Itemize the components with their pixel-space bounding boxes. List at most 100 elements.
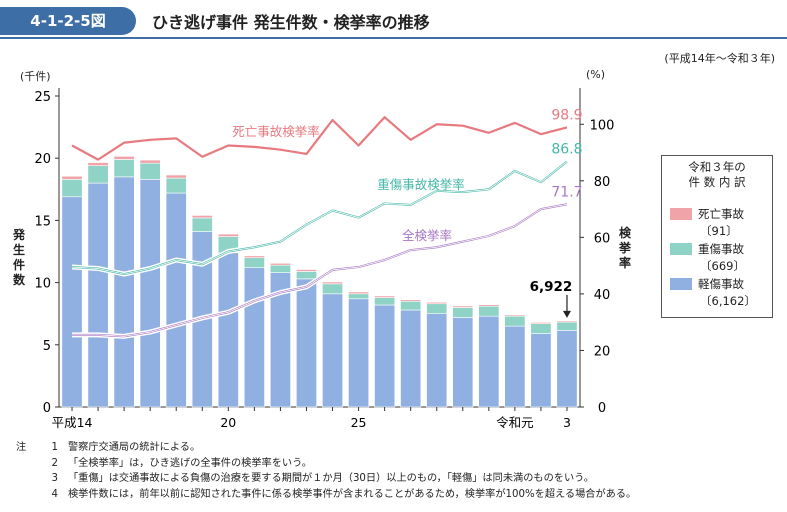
right-unit-label: (%)	[586, 68, 606, 81]
x-tick-label: 25	[351, 415, 367, 430]
title-rule	[0, 37, 787, 39]
rate-line-core	[72, 203, 568, 337]
bar-segment	[217, 233, 239, 237]
bar-segment	[426, 313, 448, 408]
x-tick-label: 平成14	[52, 415, 93, 430]
right-tick-label: 40	[594, 288, 611, 303]
x-tick-label: 令和元	[496, 415, 534, 430]
left-tick-label: 25	[34, 90, 51, 105]
note-item: 注 1 警察庁交通局の統計による。	[16, 440, 636, 456]
bar-segment	[296, 269, 317, 272]
bar-segment	[269, 264, 291, 273]
bar-segment	[165, 177, 187, 194]
legend-swatch-minor	[670, 278, 692, 290]
bar-segment	[191, 215, 213, 219]
bar-segment	[452, 307, 474, 318]
bar-segment	[504, 325, 526, 408]
left-tick-label: 15	[34, 214, 51, 229]
left-tick-label: 10	[34, 277, 51, 292]
bar-segment	[400, 299, 422, 302]
rate-line	[71, 116, 568, 161]
bar-segment	[139, 159, 161, 164]
bar-segment	[426, 303, 448, 314]
left-axis-label: 発生件数	[12, 228, 25, 287]
line-name-label: 重傷事故検挙率	[377, 177, 465, 192]
bar-segment	[217, 252, 239, 408]
bar-segment	[348, 298, 370, 408]
bar-segment	[478, 315, 500, 408]
bar-segment	[243, 255, 265, 259]
bar-segment	[87, 162, 109, 166]
bar-segment	[296, 271, 317, 280]
notes: 注 1 警察庁交通局の統計による。 2 「全検挙率」は，ひき逃げの全事件の検挙率をいう…	[16, 440, 636, 502]
bar-segment	[556, 330, 578, 408]
right-tick-label: 80	[594, 175, 611, 190]
bar-segment	[504, 314, 526, 317]
note-number: 2	[51, 457, 58, 469]
bar-segment	[87, 182, 109, 408]
bar-segment	[374, 295, 396, 298]
right-tick-label: 0	[598, 401, 606, 416]
note-item: 3 「重傷」は交通事故による負傷の治療を要する期間が１か月（30日）以上のもの，「…	[16, 471, 636, 487]
bar-segment	[530, 323, 552, 334]
period-label: (平成14年～令和３年)	[664, 52, 775, 65]
bar-segment	[113, 156, 135, 160]
left-tick-label: 5	[43, 339, 51, 354]
bar-segment	[400, 300, 422, 311]
notes-lead: 注	[16, 442, 27, 453]
legend-heading-line2: 件 数 内 訳	[688, 175, 746, 189]
bar-segment	[113, 159, 135, 178]
bar-segment	[269, 263, 291, 266]
legend-label-serious: 重傷事故	[698, 242, 744, 256]
bar-segment	[400, 309, 422, 408]
right-axis-label: 検挙率	[618, 226, 631, 270]
bar-segment	[452, 305, 474, 308]
legend: 令和３年の 件 数 内 訳 死亡事故 〔91〕 重傷事故 〔669〕 軽傷事故 …	[661, 155, 773, 318]
rate-line-core	[72, 161, 568, 275]
bar-segment	[165, 174, 187, 179]
bar-segment	[556, 321, 578, 331]
bar-segment	[139, 179, 161, 408]
bar-segment	[348, 291, 370, 295]
note-item: 2 「全検挙率」は，ひき逃げの全事件の検挙率をいう。	[16, 456, 636, 472]
annotation-arrow-head	[562, 310, 571, 318]
bar-segment	[452, 317, 474, 408]
bar-segment	[322, 293, 343, 408]
figure-number: 4-1-2-5図	[0, 7, 136, 35]
total-annotation: 6,922	[530, 279, 573, 295]
bar-segment	[165, 192, 187, 408]
figure-title: ひき逃げ事件 発生件数・検挙率の推移	[152, 13, 430, 32]
note-text: 検挙件数には，前年以前に認知された事件に係る検挙事件が含まれることがあるため，検…	[68, 488, 637, 500]
bar-segment	[374, 304, 396, 408]
note-number: 4	[51, 488, 58, 500]
bar-segment	[191, 217, 213, 232]
bar-segment	[87, 165, 109, 184]
left-tick-label: 0	[43, 401, 51, 416]
line-end-label: 86.8	[551, 142, 582, 158]
bar-segment	[348, 293, 370, 300]
x-tick-label: 20	[220, 415, 236, 430]
left-tick-label: 20	[34, 152, 51, 167]
bar-segment	[322, 283, 343, 295]
legend-label-fatal: 死亡事故	[698, 207, 744, 221]
bar-segment	[478, 305, 500, 317]
right-tick-label: 60	[594, 231, 611, 246]
legend-heading: 令和３年の 件 数 内 訳	[662, 160, 772, 190]
bar-segment	[556, 320, 578, 323]
note-text: 「全検挙率」は，ひき逃げの全事件の検挙率をいう。	[68, 457, 312, 469]
bar-segment	[243, 267, 265, 408]
bar-segment	[426, 301, 448, 305]
legend-swatch-fatal	[670, 208, 692, 220]
x-tick-label: 3	[563, 415, 571, 430]
line-end-label: 98.9	[551, 107, 582, 123]
bar-segment	[61, 179, 83, 198]
line-name-label: 死亡事故検挙率	[232, 124, 320, 139]
legend-count-serious: 〔669〕	[700, 259, 745, 273]
bar-segment	[322, 281, 343, 285]
bar-segment	[113, 176, 135, 408]
bar-segment	[243, 257, 265, 268]
legend-count-fatal: 〔91〕	[700, 224, 738, 238]
bar-segment	[61, 175, 83, 180]
note-number: 3	[51, 473, 58, 484]
